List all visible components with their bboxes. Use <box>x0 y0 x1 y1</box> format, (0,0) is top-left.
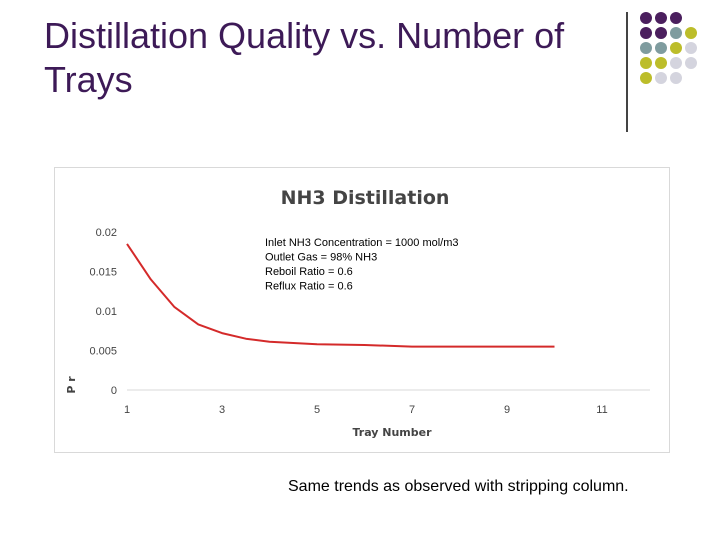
decor-dot <box>655 42 667 54</box>
page-title: Distillation Quality vs. Number of Trays <box>44 15 565 100</box>
x-tick-label: 1 <box>124 404 130 416</box>
decor-dot <box>655 12 667 24</box>
decor-dot <box>670 27 682 39</box>
chart-title: NH3 Distillation <box>281 187 450 209</box>
x-axis-label: Tray Number <box>352 426 432 439</box>
decor-dot <box>655 27 667 39</box>
chart-annotation: Inlet NH3 Concentration = 1000 mol/m3 <box>265 237 459 249</box>
decor-dot <box>640 57 652 69</box>
decor-dot <box>685 57 697 69</box>
y-axis-label: P r <box>65 376 78 394</box>
chart: NH3 Distillation 0 0.005 0.01 0.015 0.02 1 3 5… <box>65 187 650 439</box>
decor-dot <box>640 72 652 84</box>
decor-dot <box>685 42 697 54</box>
slide-caption: Same trends as observed with stripping c… <box>288 478 629 495</box>
decor-dot <box>670 42 682 54</box>
y-tick-label: 0 <box>111 385 117 397</box>
decor-dot <box>655 57 667 69</box>
decor-dot <box>670 57 682 69</box>
decor-dot <box>685 27 697 39</box>
y-tick-label: 0.02 <box>96 227 117 239</box>
chart-annotation: Reflux Ratio = 0.6 <box>265 281 353 293</box>
x-tick-label: 11 <box>596 404 607 416</box>
title-divider <box>626 12 628 132</box>
series-line <box>126 243 555 348</box>
y-tick-label: 0.005 <box>89 346 117 358</box>
x-tick-label: 3 <box>219 404 225 416</box>
y-tick-label: 0.015 <box>89 267 117 279</box>
decor-dot <box>670 12 682 24</box>
x-tick-label: 5 <box>314 404 320 416</box>
x-tick-label: 7 <box>409 404 415 416</box>
x-tick-label: 9 <box>504 404 510 416</box>
chart-frame: NH3 Distillation 0 0.005 0.01 0.015 0.02 1 3 5… <box>54 167 670 453</box>
y-tick-label: 0.01 <box>96 306 117 318</box>
decor-dot <box>655 72 667 84</box>
decor-dot <box>640 12 652 24</box>
decor-dot <box>640 27 652 39</box>
chart-annotation: Reboil Ratio = 0.6 <box>265 266 353 278</box>
chart-annotation: Outlet Gas = 98% NH3 <box>265 252 377 264</box>
decor-dot <box>670 72 682 84</box>
decor-dot <box>640 42 652 54</box>
